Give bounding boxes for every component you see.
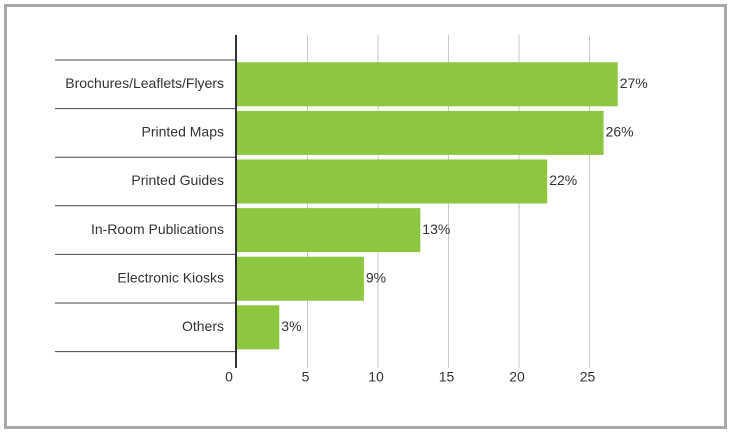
- bar: [237, 110, 604, 155]
- value-label: 13%: [422, 221, 450, 237]
- value-labels: 27% 26% 22% 13% 9% 3%: [281, 75, 647, 334]
- category-label: Electronic Kiosks: [117, 269, 224, 285]
- bar: [237, 305, 280, 350]
- category-label: In-Room Publications: [91, 221, 224, 237]
- x-tick-label: 10: [368, 368, 384, 384]
- bar: [237, 208, 421, 253]
- x-tick-label: 25: [580, 368, 596, 384]
- bars: [237, 62, 618, 350]
- category-label: Printed Maps: [142, 124, 224, 140]
- category-separators: [55, 59, 236, 353]
- value-label: 26%: [606, 124, 634, 140]
- category-label: Others: [182, 318, 224, 334]
- value-label: 3%: [281, 318, 301, 334]
- x-tick-label: 15: [439, 368, 455, 384]
- x-tick-labels: 0 5 10 15 20 25: [225, 368, 595, 384]
- bar: [237, 159, 548, 204]
- bar: [237, 256, 364, 301]
- x-tick-label: 5: [302, 368, 310, 384]
- value-label: 27%: [620, 75, 648, 91]
- x-tick-label: 0: [225, 368, 233, 384]
- category-label: Brochures/Leaflets/Flyers: [65, 75, 224, 91]
- category-labels: Brochures/Leaflets/Flyers Printed Maps Pri…: [65, 75, 224, 334]
- x-tick-label: 20: [509, 368, 525, 384]
- category-label: Printed Guides: [131, 172, 224, 188]
- bar: [237, 62, 618, 107]
- value-label: 9%: [366, 269, 386, 285]
- value-label: 22%: [549, 172, 577, 188]
